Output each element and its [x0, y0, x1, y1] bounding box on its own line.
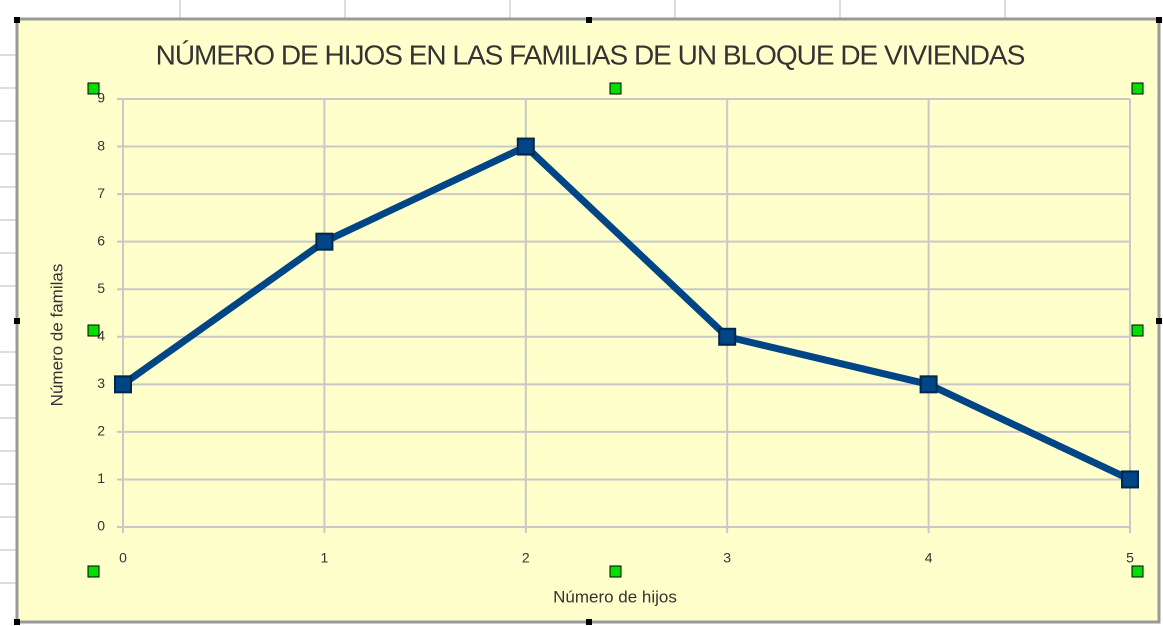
y-tick-label: 7: [97, 185, 105, 201]
x-tick-label: 2: [522, 550, 530, 566]
point-handles: [87, 82, 1144, 578]
data-point: [1121, 470, 1139, 489]
y-tick-label: 8: [97, 137, 105, 153]
sheet-background: [0, 0, 1006, 584]
x-tick-label: 5: [1126, 550, 1134, 566]
y-tick-label: 2: [97, 423, 105, 439]
plot-background: [123, 99, 1130, 527]
plot-area: 0 1 2 3 4 5 6 7 8 9 0 1 2 3 4 5: [97, 90, 1139, 566]
y-tick-label: 1: [97, 470, 105, 486]
x-tick-label: 0: [119, 550, 127, 566]
x-tick-label: 4: [925, 550, 933, 566]
data-point: [919, 375, 938, 394]
data-line: [120, 143, 1132, 483]
y-tick-label: 6: [97, 232, 105, 248]
data-point: [718, 327, 737, 346]
y-tick-label: 5: [97, 280, 105, 296]
x-tick-label: 1: [321, 550, 329, 566]
y-tick-label: 0: [97, 518, 105, 534]
selection-handles: [14, 17, 1162, 625]
data-point: [516, 137, 535, 156]
data-point: [114, 375, 132, 394]
y-axis-label: Número de familas: [47, 264, 66, 407]
y-tick-label: 3: [97, 375, 105, 391]
x-tick-label: 3: [723, 550, 731, 566]
chart-title: NÚMERO DE HIJOS EN LAS FAMILIAS DE UN BL…: [156, 39, 1025, 70]
y-tick-label: 4: [97, 327, 105, 343]
x-axis-label: Número de hijos: [553, 587, 677, 606]
data-point: [315, 232, 334, 251]
y-tick-label: 9: [97, 90, 105, 106]
